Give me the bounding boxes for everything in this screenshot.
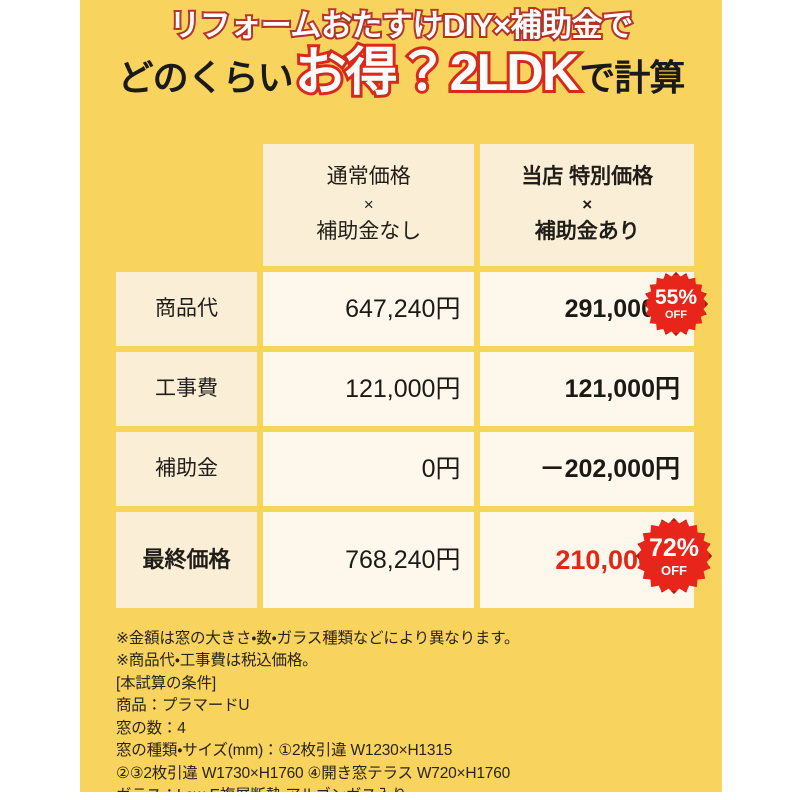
row-sale-final-price: 210,000円 72% OFF: [480, 512, 712, 608]
discount-badge-55: 55% OFF: [644, 272, 708, 336]
row-label-final-price: 最終価格: [116, 512, 257, 608]
footnote-line: ガラス：Low-E複層断熱 アルゴンガス入り: [116, 785, 696, 792]
header-normal-subtitle: 補助金なし: [316, 219, 422, 243]
discount-badge-percent: 72%: [648, 533, 700, 562]
price-comparison-table: 通常価格 × 補助金なし 当店 特別価格 × 補助金あり 商品代: [110, 138, 712, 614]
discount-badge-72: 72% OFF: [636, 518, 712, 594]
row-sale-product-cost: 291,000円 55% OFF: [480, 272, 708, 346]
footnote-line: ※商品代・工事費は税込価格。: [116, 652, 318, 670]
footnote-line: 窓の数：4: [116, 719, 186, 737]
footnotes: ※金額は窓の大きさ・数・ガラス種類などにより異なります。 ※商品代・工事費は税込…: [116, 628, 696, 792]
header-corner-spacer: [116, 144, 257, 266]
footnote-line: 窓の種類・サイズ(mm)：①2枚引違 W1230×H1315: [116, 742, 453, 760]
footnote-line: ②③2枚引違 W1730×H1760 ④開き窓テラス W720×H1760: [116, 764, 511, 782]
discount-badge-off: OFF: [661, 562, 687, 578]
table-row: 商品代 647,240円 291,000円 55% OFF: [116, 272, 708, 346]
table-row: 最終価格 768,240円 210,000円 72% OFF: [116, 512, 712, 608]
row-normal-product-cost: 647,240円: [262, 272, 475, 346]
header-normal-price: 通常価格 × 補助金なし: [262, 144, 475, 266]
headline-de-keisan: で計算: [579, 56, 685, 98]
headline-line-2: どのくらい お得？ 2LDK で計算: [80, 43, 722, 102]
header-normal-title: 通常価格: [326, 165, 411, 189]
discount-badge-percent: 55%: [654, 286, 698, 309]
row-label-construction-cost: 工事費: [116, 352, 257, 426]
row-normal-final-price: 768,240円: [262, 512, 475, 608]
table-row: 工事費 121,000円 121,000円: [116, 352, 694, 426]
row-normal-construction-cost: 121,000円: [262, 352, 475, 426]
headline-line-1: リフォームおたすけDIY×補助金で: [167, 7, 635, 43]
headline-2ldk: 2LDK: [447, 43, 583, 102]
footnote-line: ※金額は窓の大きさ・数・ガラス種類などにより異なります。: [116, 630, 520, 647]
multiply-icon: ×: [363, 195, 374, 215]
header-special-subtitle: 補助金あり: [534, 219, 640, 243]
row-label-subsidy: 補助金: [116, 432, 257, 506]
header-special-price: 当店 特別価格 × 補助金あり: [480, 144, 694, 266]
multiply-icon: ×: [582, 195, 593, 215]
table-row: 補助金 0円 －202,000円: [116, 432, 694, 506]
footnote-line: 商品：プラマードU: [116, 697, 250, 715]
footnote-line: [本試算の条件]: [116, 674, 217, 692]
row-sale-subsidy: －202,000円: [480, 432, 694, 506]
row-normal-subsidy: 0円: [262, 432, 475, 506]
promo-poster: リフォームおたすけDIY×補助金で どのくらい お得？ 2LDK で計算 通常価…: [80, 0, 722, 792]
headline-dono-kurai: どのくらい: [117, 56, 294, 98]
row-label-product-cost: 商品代: [116, 272, 257, 346]
headline-otoku: お得？: [292, 43, 452, 102]
table-header-row: 通常価格 × 補助金なし 当店 特別価格 × 補助金あり: [116, 144, 694, 266]
headline: リフォームおたすけDIY×補助金で どのくらい お得？ 2LDK で計算: [80, 7, 722, 102]
row-sale-construction-cost: 121,000円: [480, 352, 694, 426]
header-special-title: 当店 特別価格: [521, 165, 654, 189]
discount-badge-off: OFF: [665, 309, 687, 321]
